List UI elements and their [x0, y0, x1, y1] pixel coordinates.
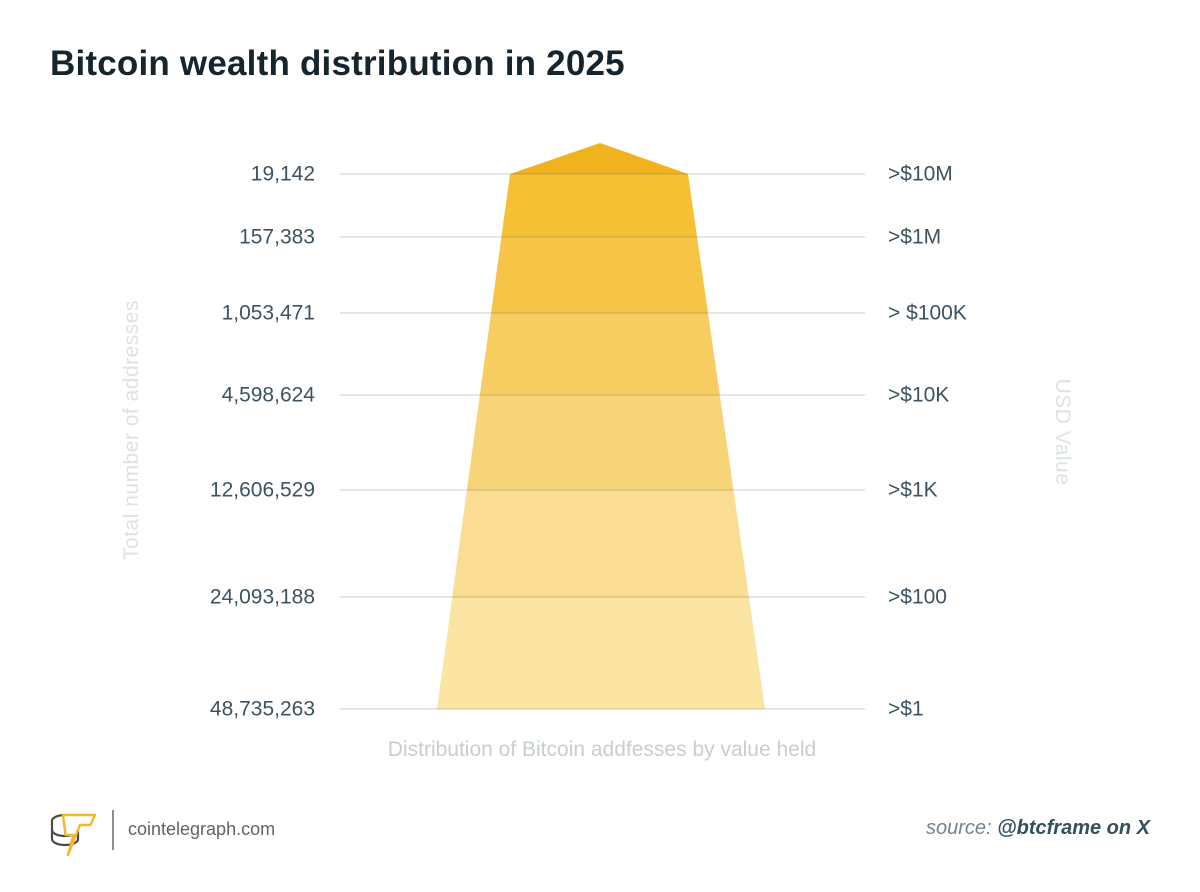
- address-count-label: 157,383: [239, 225, 315, 249]
- footer-divider: [112, 810, 114, 850]
- source-prefix: source:: [925, 817, 992, 839]
- footer-site-url: cointelegraph.com: [128, 819, 276, 839]
- address-count-label: 24,093,188: [209, 585, 315, 609]
- address-count-label: 48,735,263: [209, 697, 315, 721]
- funnel-band: [452, 490, 749, 597]
- address-count-label: 1,053,471: [221, 301, 315, 325]
- usd-threshold-label: >$100: [888, 585, 947, 609]
- address-count-label: 19,142: [250, 162, 315, 186]
- usd-threshold-label: >$1K: [888, 478, 938, 502]
- usd-threshold-label: >$1: [888, 697, 924, 721]
- funnel-band: [479, 313, 720, 395]
- footer: cointelegraph.com source: @btcframe on X: [0, 800, 1200, 892]
- funnel-band: [437, 597, 765, 709]
- left-axis-title: Total number of addresses: [120, 300, 143, 560]
- funnel-bands: [437, 143, 765, 709]
- usd-threshold-label: > $100K: [888, 301, 967, 325]
- funnel-band: [491, 237, 709, 313]
- chart-title: Bitcoin wealth distribution in 2025: [50, 44, 625, 83]
- gridlines: [340, 173, 865, 710]
- source-credit: source: @btcframe on X: [926, 817, 1150, 840]
- funnel-band: [501, 174, 698, 237]
- usd-threshold-label: >$1M: [888, 225, 942, 249]
- cointelegraph-logo-icon: [50, 813, 97, 857]
- funnel-band: [466, 395, 734, 490]
- address-count-label: 12,606,529: [209, 478, 315, 502]
- chart-caption: Distribution of Bitcoin addfesses by val…: [387, 738, 817, 761]
- source-handle: @btcframe on X: [997, 817, 1150, 839]
- funnel-band: [510, 143, 688, 174]
- usd-threshold-label: >$10K: [888, 383, 950, 407]
- usd-threshold-label: >$10M: [888, 162, 953, 186]
- address-count-label: 4,598,624: [221, 383, 315, 407]
- right-axis-title: USD Value: [1051, 378, 1074, 486]
